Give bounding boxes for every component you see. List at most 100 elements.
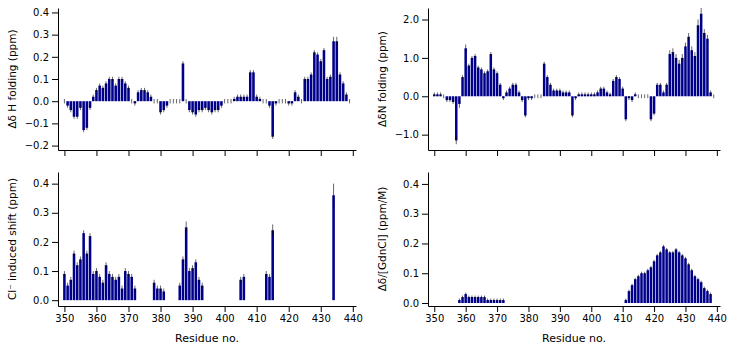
figure: −0.2−0.10.00.10.20.30.4Δδ H folding (ppm… bbox=[0, 0, 729, 356]
error-bar bbox=[160, 286, 161, 292]
x-tick-label: 380 bbox=[151, 313, 170, 324]
y-tick-label: 0.0 bbox=[33, 96, 49, 107]
error-bar bbox=[96, 88, 97, 92]
x-tick-mark bbox=[96, 150, 97, 156]
x-axis-line bbox=[59, 306, 357, 307]
error-bar bbox=[336, 37, 337, 46]
y-tick-mark bbox=[422, 303, 428, 304]
y-tick: 0.4 bbox=[33, 7, 58, 18]
x-tick-mark bbox=[321, 306, 322, 312]
error-bar bbox=[657, 254, 658, 257]
bar bbox=[243, 277, 246, 300]
bar bbox=[191, 268, 194, 300]
bar bbox=[188, 271, 191, 300]
error-bar bbox=[525, 114, 526, 118]
error-bar bbox=[115, 83, 116, 87]
y-tick-label: −0.2 bbox=[25, 140, 49, 151]
bar bbox=[574, 303, 577, 304]
y-tick: 0.2 bbox=[403, 238, 428, 249]
error-bar bbox=[654, 112, 655, 116]
error-bar bbox=[67, 103, 68, 107]
bar bbox=[603, 303, 606, 304]
x-tick-mark bbox=[623, 306, 624, 312]
bar bbox=[335, 41, 338, 101]
x-tick-mark bbox=[128, 306, 129, 312]
bar bbox=[703, 288, 706, 303]
bar bbox=[326, 300, 329, 301]
bar bbox=[530, 303, 533, 304]
bar bbox=[618, 303, 621, 304]
error-bar bbox=[713, 94, 714, 98]
x-tick: 370 bbox=[119, 306, 138, 324]
error-bar bbox=[128, 271, 129, 277]
error-bar bbox=[70, 108, 71, 112]
y-tick-label: 0.2 bbox=[33, 52, 49, 63]
bar bbox=[684, 258, 687, 303]
error-bar bbox=[669, 50, 670, 58]
x-tick-mark bbox=[623, 150, 624, 156]
bar bbox=[86, 101, 89, 128]
error-bar bbox=[150, 95, 151, 99]
bar bbox=[227, 300, 230, 301]
error-bar bbox=[679, 251, 680, 254]
bar bbox=[271, 230, 274, 300]
error-bar bbox=[528, 96, 529, 100]
y-axis: −1.00.01.02.0 bbox=[395, 9, 429, 151]
bar bbox=[249, 300, 252, 301]
bar bbox=[477, 67, 480, 96]
error-bar bbox=[682, 54, 683, 62]
error-bar bbox=[128, 86, 129, 90]
bar bbox=[262, 300, 265, 301]
bar bbox=[146, 300, 149, 301]
x-tick-mark bbox=[257, 150, 258, 156]
bar bbox=[220, 300, 223, 301]
error-bar bbox=[475, 54, 476, 58]
error-bar bbox=[295, 90, 296, 94]
error-bar bbox=[704, 29, 705, 37]
bar bbox=[323, 50, 326, 101]
y-tick-label: 0.1 bbox=[33, 74, 49, 85]
error-bar bbox=[484, 71, 485, 75]
error-bar bbox=[672, 251, 673, 254]
bar bbox=[95, 271, 98, 300]
error-bar bbox=[490, 52, 491, 56]
x-tick bbox=[353, 150, 354, 156]
error-bar bbox=[493, 299, 494, 302]
error-bar bbox=[259, 97, 260, 101]
x-tick-label: 400 bbox=[216, 313, 235, 324]
error-bar bbox=[77, 262, 78, 268]
x-tick-label: 350 bbox=[55, 313, 74, 324]
bar bbox=[114, 86, 117, 102]
error-bar bbox=[314, 50, 315, 54]
x-tick-mark bbox=[193, 150, 194, 156]
error-bar bbox=[221, 103, 222, 107]
error-bar bbox=[215, 108, 216, 112]
error-bar bbox=[446, 98, 447, 102]
bar bbox=[455, 96, 458, 140]
error-bar bbox=[253, 70, 254, 74]
bar bbox=[271, 101, 274, 137]
error-bar bbox=[453, 100, 454, 104]
bar bbox=[675, 58, 678, 96]
bar bbox=[268, 277, 271, 300]
error-bar bbox=[497, 299, 498, 302]
error-bar bbox=[99, 83, 100, 87]
y-tick-mark bbox=[422, 96, 428, 97]
error-bar bbox=[90, 106, 91, 110]
error-bar bbox=[195, 259, 196, 265]
bar bbox=[76, 265, 79, 300]
error-bar bbox=[468, 296, 469, 299]
bar bbox=[329, 77, 332, 101]
error-bar bbox=[182, 61, 183, 65]
y-tick-label: 0.3 bbox=[33, 207, 49, 218]
y-axis-title: Cl⁻ induced shift (ppm) bbox=[6, 178, 18, 300]
error-bar bbox=[320, 59, 321, 63]
x-axis-title: Residue no. bbox=[175, 332, 239, 345]
x-tick-label: 370 bbox=[488, 313, 507, 324]
bar bbox=[527, 303, 530, 304]
bar bbox=[508, 303, 511, 304]
bar bbox=[559, 303, 562, 304]
bar bbox=[455, 303, 458, 304]
error-bar bbox=[456, 137, 457, 145]
y-tick: −0.1 bbox=[25, 118, 58, 129]
